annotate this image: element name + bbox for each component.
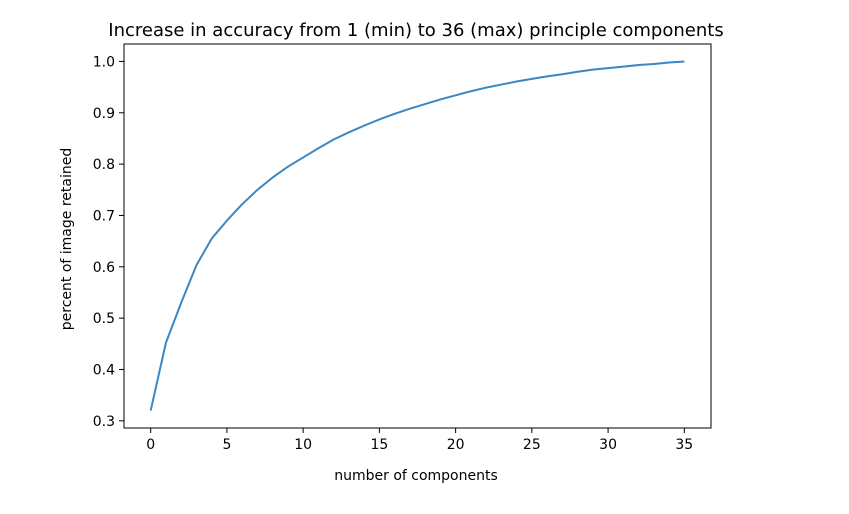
y-tick-label: 0.6 — [93, 260, 115, 276]
series-line — [149, 60, 685, 411]
x-tick-label: 35 — [675, 437, 693, 453]
x-tick-label: 30 — [599, 437, 617, 453]
plot-frame — [123, 43, 712, 429]
y-axis-ticks: 0.3 0.4 0.5 0.6 0.7 0.8 0.9 1.0 — [93, 54, 124, 430]
y-tick-label: 0.8 — [93, 157, 115, 173]
x-tick-label: 25 — [523, 437, 541, 453]
x-axis-label: number of components — [334, 468, 498, 484]
y-tick-label: 0.5 — [93, 311, 115, 327]
y-tick-label: 0.9 — [93, 106, 115, 122]
x-tick-label: 20 — [447, 437, 465, 453]
y-tick-label: 0.4 — [93, 362, 115, 378]
x-tick-label: 5 — [222, 437, 231, 453]
y-tick-label: 0.7 — [93, 208, 115, 224]
x-tick-label: 10 — [294, 437, 312, 453]
chart-title: Increase in accuracy from 1 (min) to 36 … — [108, 20, 723, 41]
y-axis-label: percent of image retained — [59, 148, 75, 330]
y-tick-label: 1.0 — [93, 54, 115, 70]
series-layer — [149, 60, 685, 411]
x-tick-label: 0 — [146, 437, 155, 453]
x-tick-label: 15 — [370, 437, 388, 453]
x-axis-ticks: 0 5 10 15 20 25 30 35 — [146, 428, 693, 453]
y-tick-label: 0.3 — [93, 414, 115, 430]
